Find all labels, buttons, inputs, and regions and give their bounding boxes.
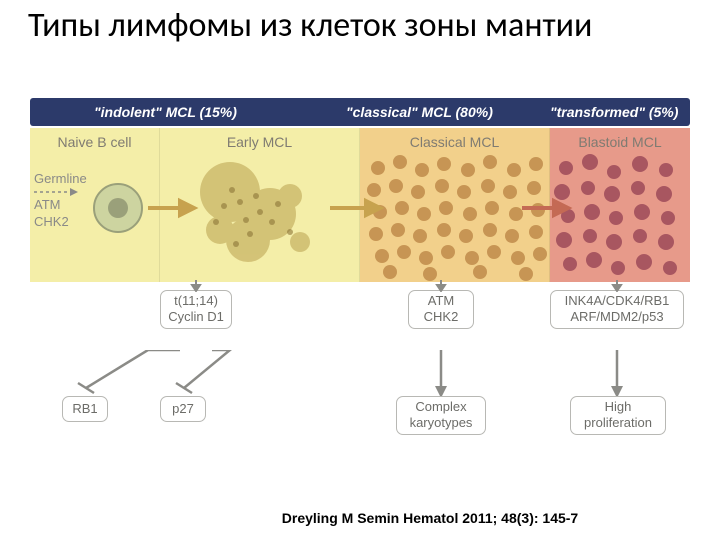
panel-to-box-arrows	[30, 280, 690, 292]
citation: Dreyling M Semin Hematol 2011; 48(3): 14…	[0, 510, 720, 526]
box-p27: p27	[160, 396, 206, 422]
box-ink4a: INK4A/CDK4/RB1 ARF/MDM2/p53	[550, 290, 684, 329]
box-rb1: RB1	[62, 396, 108, 422]
box-highprolif-l2: proliferation	[575, 415, 661, 431]
outcomes-row: RB1 p27 Complex karyotypes High prolifer…	[30, 396, 690, 456]
box-t1114-l2: Cyclin D1	[165, 309, 227, 325]
box-highprolif-l1: High	[575, 399, 661, 415]
box-highprolif: High proliferation	[570, 396, 666, 435]
header-band: "indolent" MCL (15%) "classical" MCL (80…	[30, 98, 690, 126]
box-complex: Complex karyotypes	[396, 396, 486, 435]
page-title: Типы лимфомы из клеток зоны мантии	[0, 0, 720, 45]
box-complex-l1: Complex	[401, 399, 481, 415]
mcl-diagram: "indolent" MCL (15%) "classical" MCL (80…	[30, 98, 690, 456]
box-atm: ATM CHK2	[408, 290, 474, 329]
box-t1114: t(11;14) Cyclin D1	[160, 290, 232, 329]
box-ink4a-l2: ARF/MDM2/p53	[555, 309, 679, 325]
box-atm-l1: ATM	[413, 293, 469, 309]
horizontal-arrows	[30, 128, 690, 282]
header-indolent: "indolent" MCL (15%)	[94, 104, 237, 120]
down-arrows	[30, 350, 690, 402]
box-rb1-text: RB1	[67, 401, 103, 417]
box-t1114-l1: t(11;14)	[165, 293, 227, 309]
header-transformed: "transformed" (5%)	[550, 104, 678, 120]
box-complex-l2: karyotypes	[401, 415, 481, 431]
molecular-box-row: t(11;14) Cyclin D1 ATM CHK2 INK4A/CDK4/R…	[30, 290, 690, 350]
box-p27-text: p27	[165, 401, 201, 417]
header-classical: "classical" MCL (80%)	[346, 104, 493, 120]
box-ink4a-l1: INK4A/CDK4/RB1	[555, 293, 679, 309]
box-atm-l2: CHK2	[413, 309, 469, 325]
